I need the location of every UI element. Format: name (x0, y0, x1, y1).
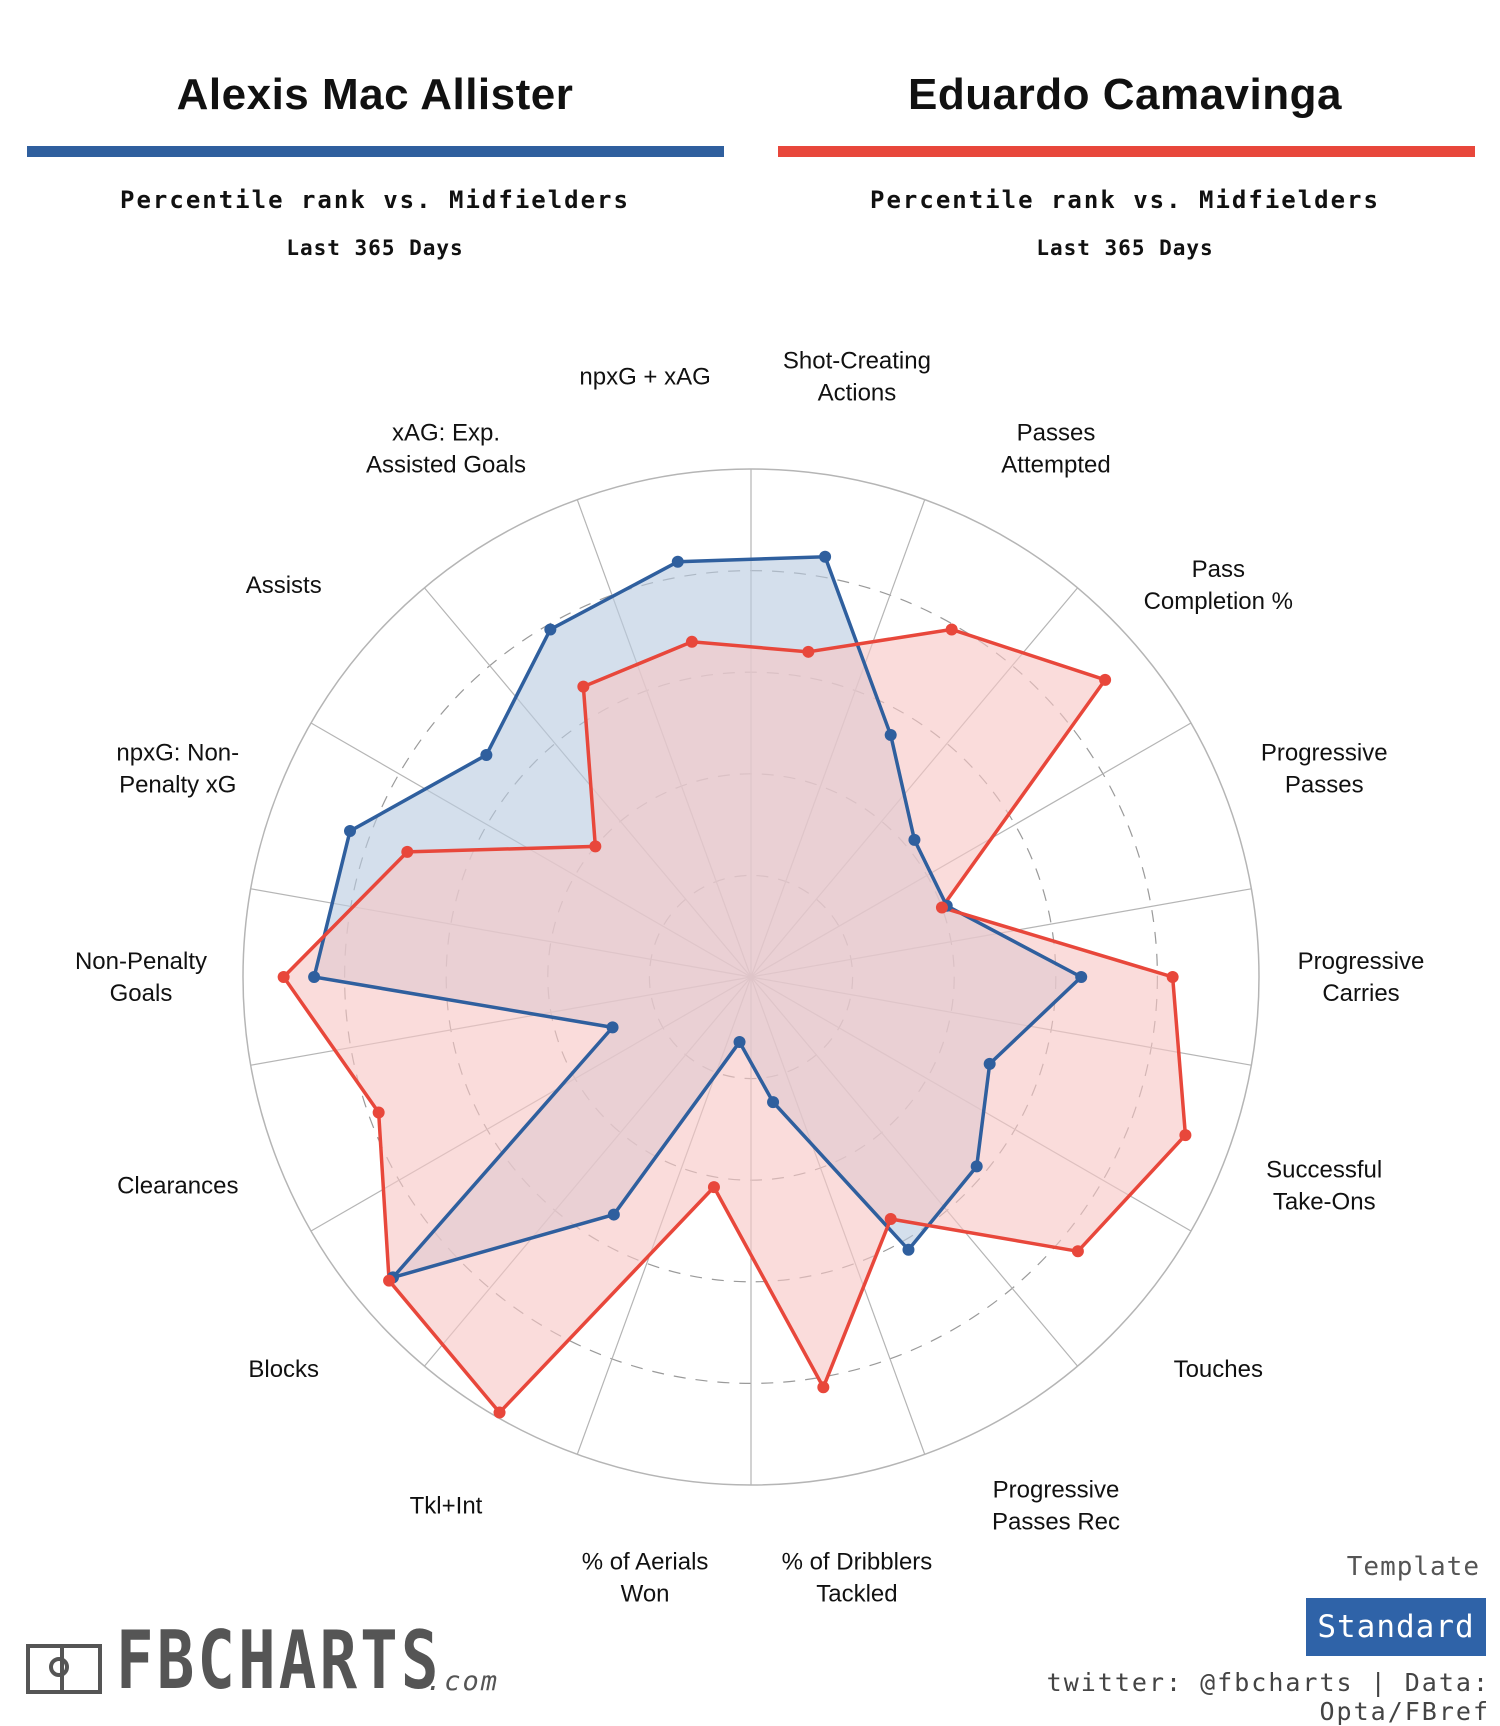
series-1-point (480, 748, 493, 761)
category-label: Progressive Passes (1261, 739, 1388, 798)
category-label: Touches (1174, 1356, 1263, 1383)
player-1-name-header: Alexis Mac Allister (25, 70, 725, 120)
series-2-point (383, 1274, 396, 1287)
series-1-point (902, 1243, 915, 1256)
series-1-point (970, 1160, 983, 1173)
series-2-point (685, 635, 698, 648)
series-2-point (493, 1406, 506, 1419)
player-2-name: Eduardo Camavinga (908, 70, 1342, 119)
pitch-logo-icon (26, 1644, 102, 1694)
series-2-point (817, 1381, 830, 1394)
series-2-point (802, 645, 815, 658)
player-2-subtitle: Percentile rank vs. Midfielders (870, 186, 1380, 214)
series-2-point (1071, 1245, 1084, 1258)
series-1-point (819, 550, 832, 563)
series-2-point (589, 840, 602, 853)
series-2-point (577, 680, 590, 693)
category-label: Pass Completion % (1144, 556, 1293, 615)
player-1-subtitle: Percentile rank vs. Midfielders (120, 186, 630, 214)
series-2-point (1099, 673, 1112, 686)
series-2-point (884, 1212, 897, 1225)
category-label: % of Aerials Won (582, 1549, 709, 1608)
series-1-point (767, 1096, 780, 1109)
player-2-name-header: Eduardo Camavinga (775, 70, 1475, 120)
logo-wordmark: FBCHARTS (116, 1614, 442, 1707)
player-2-color-bar (778, 146, 1475, 157)
category-label: Progressive Passes Rec (992, 1476, 1120, 1535)
series-2-point (707, 1181, 720, 1194)
category-label: npxG: Non-Penalty xG (116, 739, 239, 798)
series-1-point (733, 1036, 746, 1049)
category-label: xAG: Exp. Assisted Goals (366, 420, 526, 479)
series-2-point (935, 901, 948, 914)
category-label: Successful Take-Ons (1266, 1157, 1382, 1216)
series-2-point (1179, 1129, 1192, 1142)
category-label: Tkl+Int (410, 1492, 483, 1519)
series-2-point (1166, 971, 1179, 983)
series-1-point (671, 555, 684, 568)
template-label: Template (1346, 1552, 1480, 1582)
series-2-point (372, 1106, 385, 1119)
category-label: Passes Attempted (1001, 420, 1110, 479)
category-label: Shot-Creating Actions (783, 347, 931, 406)
logo-suffix: .com (426, 1666, 500, 1697)
category-label: npxG + xAG (579, 363, 710, 390)
data-credits: twitter: @fbcharts | Data: Opta/FBref (1046, 1668, 1490, 1726)
category-label: Clearances (117, 1173, 238, 1200)
series-1-point (607, 1208, 620, 1221)
category-label: Assists (246, 572, 322, 599)
category-label: Progressive Carries (1298, 948, 1425, 1007)
series-2-point (945, 623, 958, 636)
series-1-point (983, 1057, 996, 1070)
player-1-color-bar (27, 146, 724, 157)
series-1-point (884, 729, 897, 742)
series-1-point (344, 825, 357, 838)
series-1-point (1075, 971, 1088, 983)
series-2-point (401, 845, 414, 858)
series-1-point (308, 971, 321, 983)
fbcharts-logo: FBCHARTS .com (26, 1614, 533, 1707)
series-area-2 (283, 629, 1186, 1413)
series-1-point (606, 1021, 619, 1034)
category-label: Non-Penalty Goals (75, 948, 207, 1007)
template-badge: Standard (1306, 1598, 1486, 1656)
player-1-name: Alexis Mac Allister (176, 70, 574, 119)
player-1-period: Last 365 Days (286, 236, 464, 260)
player-2-period: Last 365 Days (1036, 236, 1214, 260)
series-1-point (544, 623, 557, 636)
series-1-point (908, 833, 921, 846)
series-2-point (277, 971, 290, 983)
category-label: Blocks (248, 1356, 319, 1383)
category-label: % of Dribblers Tackled (782, 1549, 933, 1608)
